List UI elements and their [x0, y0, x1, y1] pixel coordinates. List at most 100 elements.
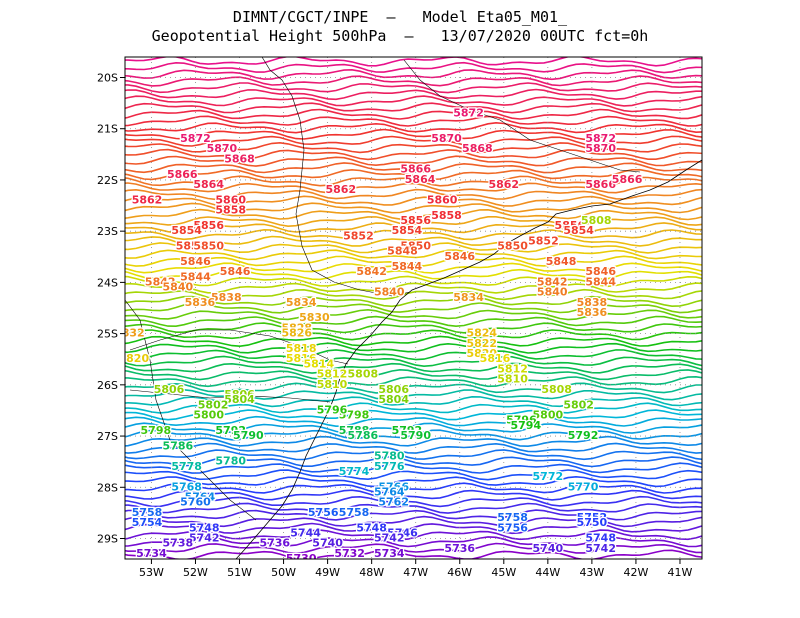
contour-line: [125, 61, 702, 74]
contour-label: 5798: [141, 424, 172, 437]
contour-line: [125, 415, 702, 428]
contour-line: [125, 515, 702, 528]
contour-line: [125, 249, 702, 261]
contour-label: 5776: [374, 460, 405, 473]
contour-label: 5840: [163, 281, 194, 294]
country-border-path: [125, 299, 257, 521]
contour-label: 5802: [563, 398, 594, 411]
contour-label: 5804: [224, 393, 255, 406]
contour-label: 5794: [511, 419, 542, 432]
contour-label: 5872: [585, 132, 616, 145]
contour-label: 5846: [585, 265, 616, 278]
contour-line: [125, 509, 702, 521]
contour-label: 5748: [189, 521, 220, 534]
contour-line: [125, 502, 702, 514]
contour-line: [125, 268, 702, 281]
contour-label: 5758: [339, 506, 370, 519]
contour-label: 5840: [537, 286, 568, 299]
contour-label: 5868: [462, 142, 493, 155]
contour-label: 5836: [577, 306, 608, 319]
lat-tick-label: 29S: [97, 533, 118, 546]
contour-label: 5816: [480, 352, 511, 365]
contour-label: 5850: [193, 240, 224, 253]
lon-tick-label: 51W: [227, 566, 252, 579]
contour-label: 5830: [299, 311, 330, 324]
lat-tick-label: 25S: [97, 328, 118, 341]
contour-label: 5854: [171, 224, 202, 237]
contour-line: [125, 121, 702, 134]
contour-lines: [125, 57, 702, 559]
contour-label: 5856: [555, 219, 586, 232]
contour-label: 5852: [176, 240, 207, 253]
lon-tick-label: 52W: [183, 566, 208, 579]
contour-label: 5824: [466, 327, 497, 340]
contour-label: 5870: [207, 142, 238, 155]
contour-label: 5760: [180, 496, 211, 509]
state-border-path-2: [129, 389, 331, 403]
contour-label: 5814: [303, 357, 334, 370]
contour-line: [125, 535, 702, 548]
state-border-path-3: [129, 329, 349, 365]
contour-line: [125, 395, 702, 408]
contour-line: [125, 182, 702, 194]
lat-tick-label: 21S: [97, 123, 118, 136]
contour-line: [125, 275, 702, 288]
contour-label: 5862: [132, 193, 163, 206]
contour-label: 5872: [453, 106, 484, 119]
contour-line: [125, 402, 702, 414]
contour-line: [125, 382, 702, 394]
contour-line: [125, 489, 702, 501]
contour-label: 5870: [585, 142, 616, 155]
contour-line: [125, 475, 702, 488]
contour-label: 5846: [220, 265, 251, 278]
contour-label: 5786: [348, 429, 379, 442]
contour-label: 5850: [497, 240, 528, 253]
contour-label: 5872: [180, 132, 211, 145]
contour-label: 5866: [167, 168, 198, 181]
contour-label: 5736: [259, 537, 290, 550]
contour-label: 5734: [374, 547, 405, 560]
contour-line: [125, 375, 702, 388]
contour-line: [125, 228, 702, 241]
coastline-path: [235, 159, 702, 559]
contour-label: 5786: [163, 439, 194, 452]
contour-label: 5834: [453, 291, 484, 304]
contour-label: 5868: [224, 152, 255, 165]
contour-line: [125, 302, 702, 314]
contour-label: 5848: [387, 245, 418, 258]
contour-line: [125, 282, 702, 294]
contour-label: 5862: [326, 183, 357, 196]
contour-label: 5862: [488, 178, 519, 191]
contour-label: 5870: [431, 132, 462, 145]
contour-line: [125, 422, 702, 434]
contour-label: 5766: [378, 480, 409, 493]
contour-label: 5866: [400, 163, 431, 176]
contour-line: [125, 442, 702, 454]
lon-tick-label: 41W: [668, 566, 693, 579]
contour-label: 5848: [546, 255, 577, 268]
contour-label: 5758: [497, 511, 528, 524]
contour-label: 5850: [400, 240, 431, 253]
contour-label: 5818: [286, 342, 317, 355]
contour-label: 5762: [378, 496, 409, 509]
contour-label: 5836: [185, 296, 216, 309]
contour-line: [125, 175, 702, 187]
contour-label: 5842: [145, 275, 176, 288]
contour-label: 5846: [180, 255, 211, 268]
contour-label: 5764: [374, 485, 405, 498]
contour-label: 5804: [378, 393, 409, 406]
contour-label: 5748: [356, 521, 387, 534]
lon-tick-label: 42W: [623, 566, 648, 579]
contour-label: 5864: [193, 178, 224, 191]
lon-tick-label: 53W: [139, 566, 164, 579]
contour-label: 5856: [193, 219, 224, 232]
contour-label: 5806: [154, 383, 185, 396]
contour-line: [125, 435, 702, 448]
contour-label: 5866: [612, 173, 643, 186]
contour-line: [125, 135, 702, 147]
lon-tick-label: 47W: [403, 566, 428, 579]
contour-line: [125, 108, 702, 120]
contour-label: 5822: [466, 337, 497, 350]
contour-label: 5840: [374, 286, 405, 299]
contour-line: [125, 216, 702, 228]
